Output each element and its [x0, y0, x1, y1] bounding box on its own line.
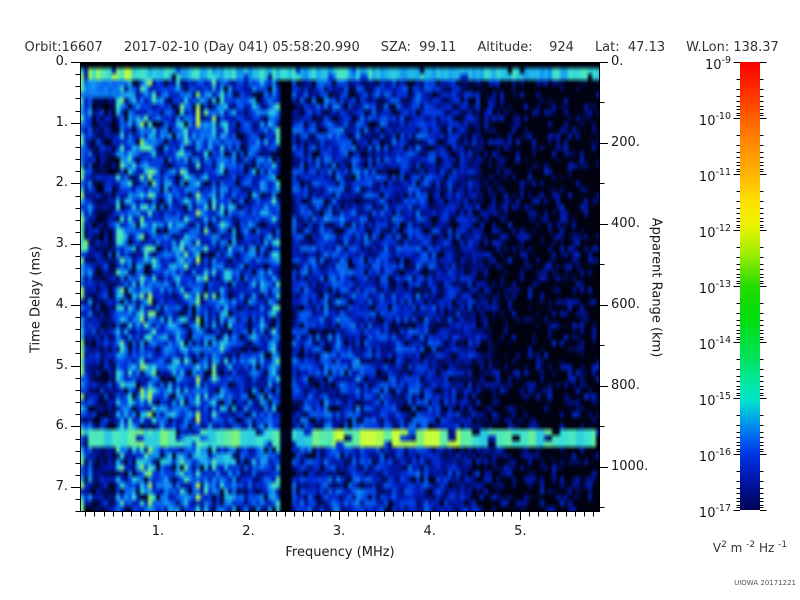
right-tick-label: 800.	[611, 377, 640, 393]
right-axis-title: Apparent Range (km)	[648, 217, 664, 358]
colorbar-tick-label: 10-12	[698, 223, 731, 241]
y-tick-label: 6.	[55, 418, 68, 434]
colorbar-tick-label: 10-16	[698, 447, 731, 465]
header-bar: Orbit:16607 2017-02-10 (Day 041) 05:58:20…	[8, 25, 800, 70]
y-tick-label: 4.	[55, 296, 68, 312]
y-tick-label: 5.	[55, 357, 68, 373]
x-tick-label: 1.	[151, 524, 165, 539]
y-tick-label: 2.	[55, 175, 68, 191]
colorbar-unit-label: V2 m -2 Hz -1	[712, 540, 788, 555]
x-tick-label: 4.	[423, 524, 436, 539]
right-tick-label: 400.	[611, 215, 640, 231]
credit-text: UIOWA 20171221	[734, 579, 796, 587]
colorbar-tick-label: 10-10	[698, 111, 731, 129]
x-tick-label: 5.	[514, 524, 527, 539]
header-wlon: W.Lon: 138.37	[686, 40, 779, 55]
colorbar-tick-label: 10-17	[698, 503, 731, 521]
y-tick-label: 3.	[55, 236, 68, 252]
right-tick-label: 600.	[611, 296, 640, 312]
y-tick-label: 7.	[55, 479, 68, 495]
right-tick-label: 1000.	[611, 458, 649, 474]
right-tick-label: 200.	[611, 134, 640, 150]
colorbar-tick-label: 10-13	[698, 279, 731, 297]
y-tick-label: 0.	[55, 54, 68, 69]
y-tick-label: 1.	[55, 114, 68, 130]
colorbar-gradient	[740, 62, 760, 510]
header-sza: SZA: 99.11	[380, 40, 457, 55]
x-tick-label: 3.	[332, 524, 346, 539]
x-axis-title: Frequency (MHz)	[285, 545, 395, 560]
right-tick-label: 0.	[611, 54, 624, 69]
header-altitude: Altitude: 924	[477, 40, 574, 55]
header-lat: Lat: 47.13	[594, 40, 666, 55]
colorbar-tick-label: 10-11	[698, 167, 731, 185]
colorbar-tick-label: 10-9	[704, 55, 731, 73]
header-datetime: 2017-02-10 (Day 041) 05:58:20.990	[123, 40, 360, 55]
ionogram-heatmap	[80, 62, 600, 512]
x-tick-label: 2.	[242, 524, 255, 539]
header-orbit: Orbit:16607	[24, 40, 103, 55]
colorbar-tick-label: 10-15	[698, 391, 731, 409]
colorbar-tick-label: 10-14	[698, 335, 731, 353]
left-axis-title: Time Delay (ms)	[28, 246, 44, 353]
